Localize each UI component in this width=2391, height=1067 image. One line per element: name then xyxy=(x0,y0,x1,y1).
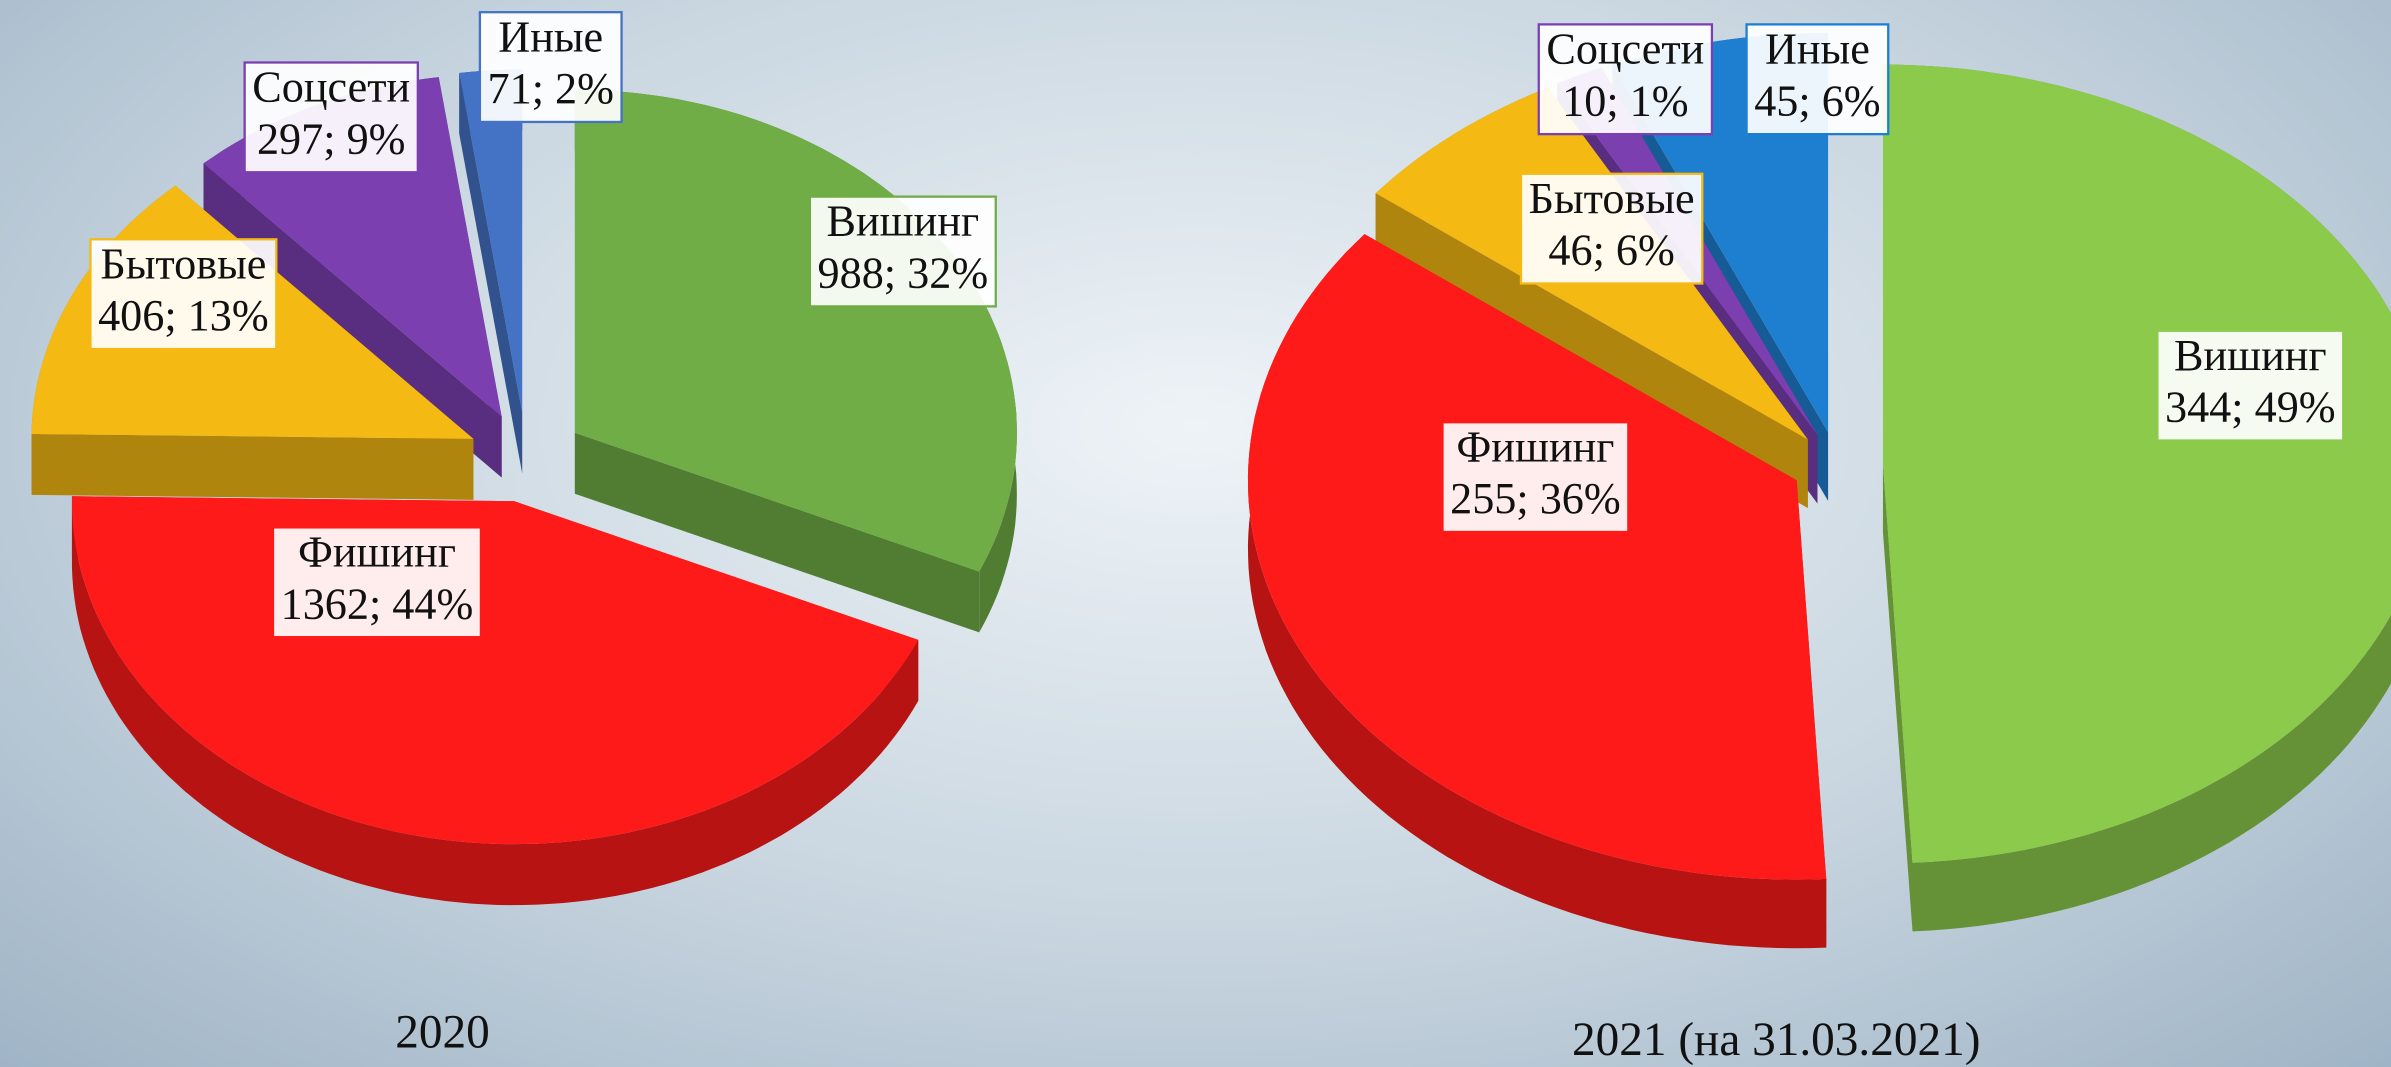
chart-title: 2021 (на 31.03.2021) xyxy=(1572,1014,1980,1066)
data-label-category: Фишинг xyxy=(298,528,456,577)
data-label-value: 10; 1% xyxy=(1562,76,1688,125)
data-label-category: Бытовые xyxy=(1529,174,1695,223)
chart: Вишинг988; 32%Фишинг1362; 44%Бытовые406;… xyxy=(0,0,2391,1067)
data-label-category: Вишинг xyxy=(827,197,980,246)
data-label-category: Вишинг xyxy=(2174,331,2327,380)
data-label-value: 988; 32% xyxy=(818,249,989,298)
data-label-category: Иные xyxy=(498,12,603,61)
data-label-value: 406; 13% xyxy=(98,291,269,340)
data-label-value: 344; 49% xyxy=(2165,383,2336,432)
data-label-value: 255; 36% xyxy=(1450,474,1621,523)
page: Вишинг988; 32%Фишинг1362; 44%Бытовые406;… xyxy=(0,0,2391,1067)
data-label-value: 297; 9% xyxy=(257,114,406,163)
chart-title: 2020 xyxy=(395,1006,489,1058)
data-label-category: Соцсети xyxy=(252,63,410,112)
data-label-category: Фишинг xyxy=(1456,422,1614,471)
data-label-category: Бытовые xyxy=(100,239,266,288)
data-label-value: 1362; 44% xyxy=(281,579,474,628)
slice xyxy=(1883,65,2391,932)
data-label-value: 46; 6% xyxy=(1548,226,1674,275)
data-label-value: 71; 2% xyxy=(488,64,614,113)
data-label-category: Иные xyxy=(1765,24,1870,73)
slice-edge xyxy=(32,434,474,500)
data-label-value: 45; 6% xyxy=(1754,76,1880,125)
data-label-category: Соцсети xyxy=(1546,24,1704,73)
